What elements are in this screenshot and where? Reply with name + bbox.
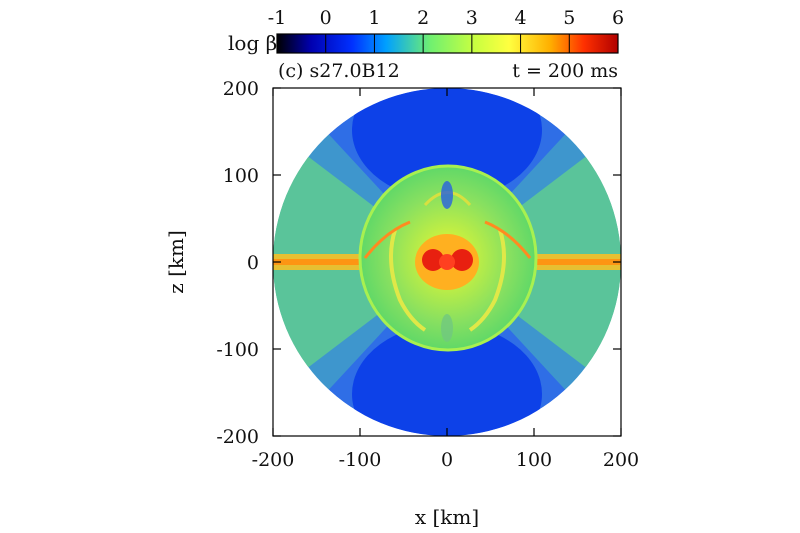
colorbar-tick-label: -1 xyxy=(268,7,287,29)
heatmap-left-arc xyxy=(389,229,427,332)
panel-label: (c) s27.0B12 xyxy=(278,60,400,82)
time-label: t = 200 ms xyxy=(512,60,618,82)
colorbar-tick-label: 2 xyxy=(417,7,429,29)
heatmap-north-lobe xyxy=(352,88,542,200)
colorbar-gradient xyxy=(276,33,619,54)
colorbar-tick-label: 4 xyxy=(515,7,527,29)
heatmap-south-lobe xyxy=(352,324,542,436)
colorbar-tick-label: 6 xyxy=(612,7,624,29)
heatmap-shock-rim xyxy=(358,164,538,352)
heatmap-core-center xyxy=(439,254,455,270)
colorbar-tick-label: 0 xyxy=(320,7,332,29)
x-tick-label: 0 xyxy=(441,449,453,471)
colorbar-ticks: -1 0 1 2 3 4 5 6 xyxy=(268,7,624,53)
x-tick-label: -200 xyxy=(252,449,295,471)
colorbar-tick-label: 5 xyxy=(563,7,575,29)
x-tick-label: -100 xyxy=(339,449,382,471)
heatmap-right-arc xyxy=(468,229,506,332)
x-tick-label: 200 xyxy=(603,449,639,471)
x-tick-label: 100 xyxy=(516,449,552,471)
colorbar-tick-label: 3 xyxy=(466,7,478,29)
colorbar-tick-label: 1 xyxy=(368,7,380,29)
y-tick-label: 200 xyxy=(223,78,259,100)
y-tick-label: -100 xyxy=(216,339,259,361)
heatmap-south-channel xyxy=(441,314,453,342)
heatmap-core-left xyxy=(422,249,444,271)
y-tick-label: -200 xyxy=(216,426,259,448)
heatmap-core-right xyxy=(451,249,473,271)
heatmap-image xyxy=(273,88,621,436)
heatmap-north-channel xyxy=(441,181,453,209)
heatmap-left-jet xyxy=(363,220,411,259)
colorbar: -1 0 1 2 3 4 5 6 log β xyxy=(228,7,624,55)
y-tick-label: 0 xyxy=(247,252,259,274)
axis-ticks: -200 -100 0 100 200 200 100 0 -100 -200 xyxy=(216,78,639,471)
y-tick-label: 100 xyxy=(223,165,259,187)
y-axis-label: z [km] xyxy=(164,230,188,294)
plot-area: -200 -100 0 100 200 200 100 0 -100 -200 xyxy=(216,78,639,471)
x-axis-label: x [km] xyxy=(415,505,479,529)
colorbar-label: log β xyxy=(228,31,277,55)
heatmap-right-jet xyxy=(484,220,532,259)
